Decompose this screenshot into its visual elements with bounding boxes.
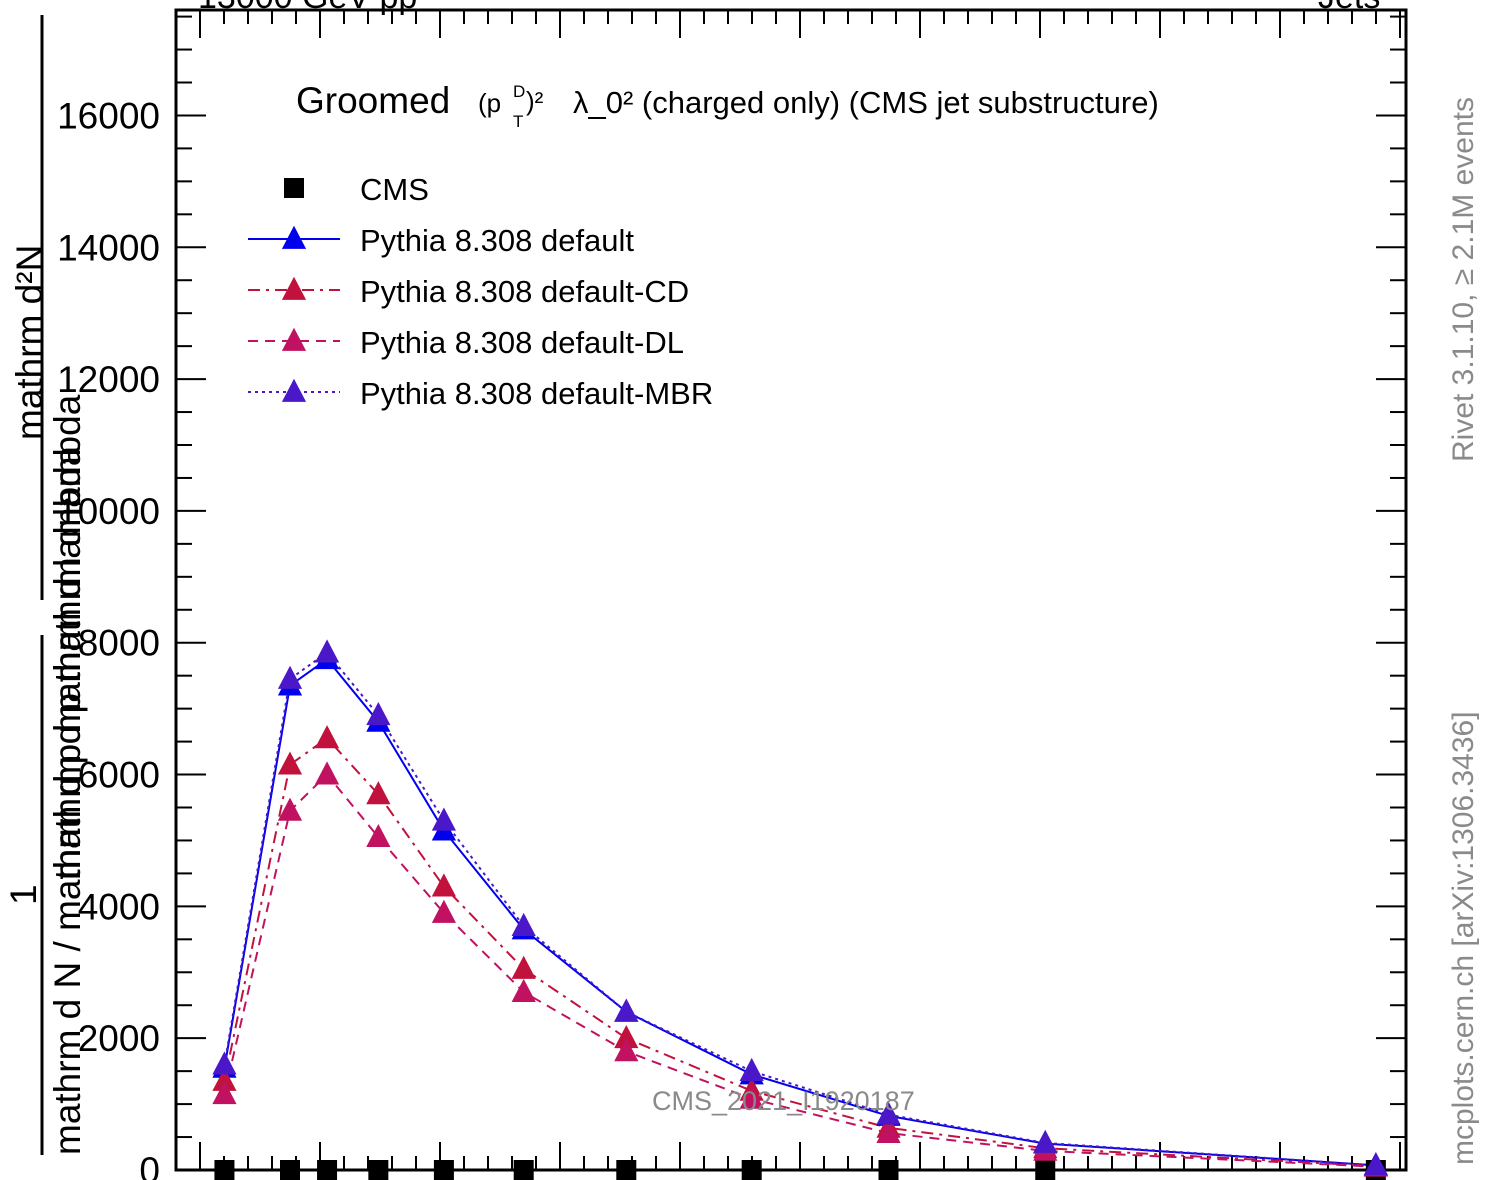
legend-label: Pythia 8.308 default-DL <box>360 325 684 360</box>
series-point <box>212 1051 237 1075</box>
ylabel-main: mathrm d p mathrm d lambda <box>47 394 88 880</box>
legend: CMS Pythia 8.308 default Pythia 8.308 defa… <box>248 172 713 411</box>
legend-label: CMS <box>360 172 429 207</box>
title-prefix: Groomed <box>296 80 450 121</box>
legend-item: Pythia 8.308 default-MBR <box>248 376 713 411</box>
y-tick-label: 8000 <box>78 623 160 664</box>
series-point <box>614 1038 639 1062</box>
cms-data-point <box>1035 1160 1056 1180</box>
series-point <box>614 998 639 1022</box>
y-tick-label: 14000 <box>57 227 160 268</box>
cms-data-point <box>741 1160 762 1180</box>
cms-data-point <box>878 1160 899 1180</box>
series-point <box>431 899 456 923</box>
header-left: 13000 GeV pp <box>198 0 417 17</box>
series-point <box>511 955 536 979</box>
ylabel-one: 1 <box>3 884 44 905</box>
rivet-label: Rivet 3.1.10, ≥ 2.1M events <box>1447 97 1480 462</box>
series-point <box>876 1101 901 1125</box>
series-point <box>366 702 391 726</box>
y-tick-label: 10000 <box>57 491 160 532</box>
series-point <box>739 1057 764 1082</box>
ylabel-main2: mathrm d N / mathrm d p mathrm d lambda <box>47 445 88 1155</box>
title-math-base: (p <box>478 88 501 118</box>
cms-data-point <box>433 1160 454 1180</box>
plot-frame <box>174 8 1408 1172</box>
y-tick-label: 2000 <box>78 1018 160 1059</box>
header-right: Jets <box>1318 0 1380 17</box>
series-point <box>511 912 536 937</box>
legend-item: Pythia 8.308 default-CD <box>248 274 689 309</box>
legend-item: Pythia 8.308 default-DL <box>248 325 684 360</box>
ylabel-top: mathrm d²N <box>9 245 50 440</box>
y-tick-label: 0 <box>139 1150 160 1180</box>
series-point <box>277 751 303 775</box>
legend-marker <box>281 378 307 402</box>
y-tick-label: 6000 <box>78 755 160 796</box>
series-point <box>1363 1152 1388 1176</box>
series-point <box>277 797 303 821</box>
series-point <box>314 761 340 785</box>
legend-label: Pythia 8.308 default-MBR <box>360 376 713 411</box>
series-point <box>277 665 303 689</box>
series-point <box>1033 1129 1058 1153</box>
series-point <box>431 807 456 831</box>
legend-marker <box>281 225 307 249</box>
y-tick-labels: 0 2000 4000 6000 8000 10000 12000 14000 16000 <box>57 95 160 1180</box>
legend-label: Pythia 8.308 default-CD <box>360 274 689 309</box>
watermark: CMS_2021_I1920187 <box>652 1086 915 1116</box>
series-point <box>739 1085 764 1109</box>
series-line <box>223 651 1376 1167</box>
series-point <box>431 873 456 897</box>
mcplots-label: mcplots.cern.ch [arXiv:1306.3436] <box>1447 711 1480 1165</box>
series-markers <box>212 639 1388 1180</box>
y-tick-label: 4000 <box>78 886 160 927</box>
title-math-power: )² <box>526 86 544 116</box>
legend-item: CMS <box>284 172 429 207</box>
y-tick-label: 16000 <box>57 95 160 136</box>
series-point <box>366 781 391 805</box>
series-point <box>614 1024 639 1049</box>
series-point <box>212 1067 237 1091</box>
cms-data-point <box>214 1160 235 1180</box>
legend-marker <box>281 327 307 351</box>
legend-marker <box>281 276 307 300</box>
y-tick-label: 12000 <box>57 359 160 400</box>
series-line <box>223 736 1376 1168</box>
chart-title: Groomed (p D T )² λ_0² (charged only) (C… <box>296 80 1159 131</box>
cms-data-point <box>280 1160 300 1180</box>
cms-data-point <box>317 1160 338 1180</box>
series-point <box>876 1119 901 1143</box>
cms-data-point <box>513 1160 534 1180</box>
cms-data-point <box>368 1160 389 1180</box>
y-axis-title: mathrm d²N mathrm d p mathrm d lambda ma… <box>3 15 88 1155</box>
legend-item: Pythia 8.308 default <box>248 223 634 258</box>
title-math-sup: D <box>513 82 525 101</box>
cms-data-point <box>616 1160 637 1180</box>
title-math-sub: T <box>513 112 523 131</box>
series-point <box>314 725 340 749</box>
title-suffix: λ_0² (charged only) (CMS jet substructur… <box>573 85 1159 120</box>
series-point <box>212 1081 237 1105</box>
legend-label: Pythia 8.308 default <box>360 223 634 258</box>
series-point <box>314 639 340 663</box>
series-point <box>511 978 536 1002</box>
series-point <box>366 823 391 848</box>
legend-marker <box>284 178 304 198</box>
